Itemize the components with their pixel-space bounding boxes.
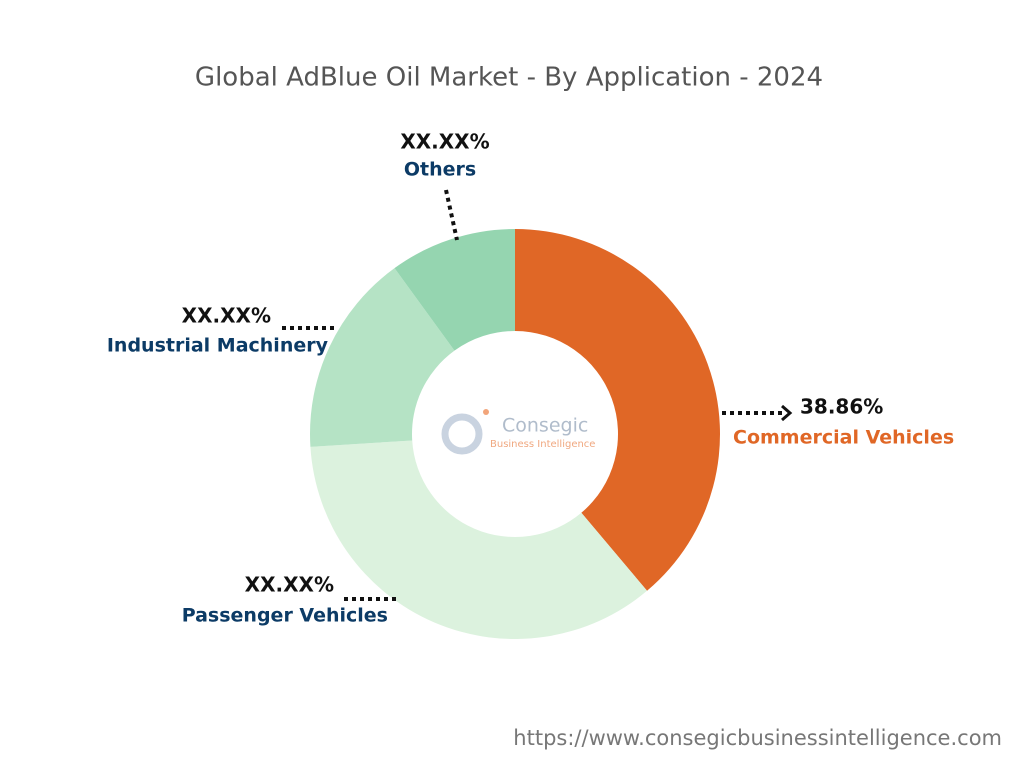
leader-line: [444, 189, 459, 241]
labels: 38.86% Commercial Vehicles XX.XX% Passenger…: [107, 130, 954, 627]
value-label: 38.86%: [800, 395, 883, 419]
category-label: Others: [404, 159, 476, 181]
value-label: XX.XX%: [400, 130, 489, 154]
leader-arrow: [781, 404, 793, 422]
donut-slice: [515, 229, 720, 591]
chart-title: Global AdBlue Oil Market - By Applicatio…: [195, 63, 823, 93]
donut-slice: [394, 229, 515, 351]
value-label: XX.XX%: [245, 573, 334, 597]
logo: Consegic Business Intelligence: [441, 409, 595, 455]
donut-slice: [310, 440, 648, 639]
category-label: Commercial Vehicles: [733, 427, 954, 449]
logo-tagline: Business Intelligence: [490, 439, 595, 450]
logo-name: Consegic: [502, 415, 588, 437]
donut-slice: [309, 268, 455, 447]
logo-icon: [441, 413, 483, 455]
category-label: Industrial Machinery: [107, 335, 329, 357]
source-url: https://www.consegicbusinessintelligence…: [513, 726, 1002, 750]
category-label: Passenger Vehicles: [182, 605, 388, 627]
logo-dot: [483, 409, 489, 415]
value-label: XX.XX%: [182, 304, 271, 328]
donut: [309, 229, 720, 639]
